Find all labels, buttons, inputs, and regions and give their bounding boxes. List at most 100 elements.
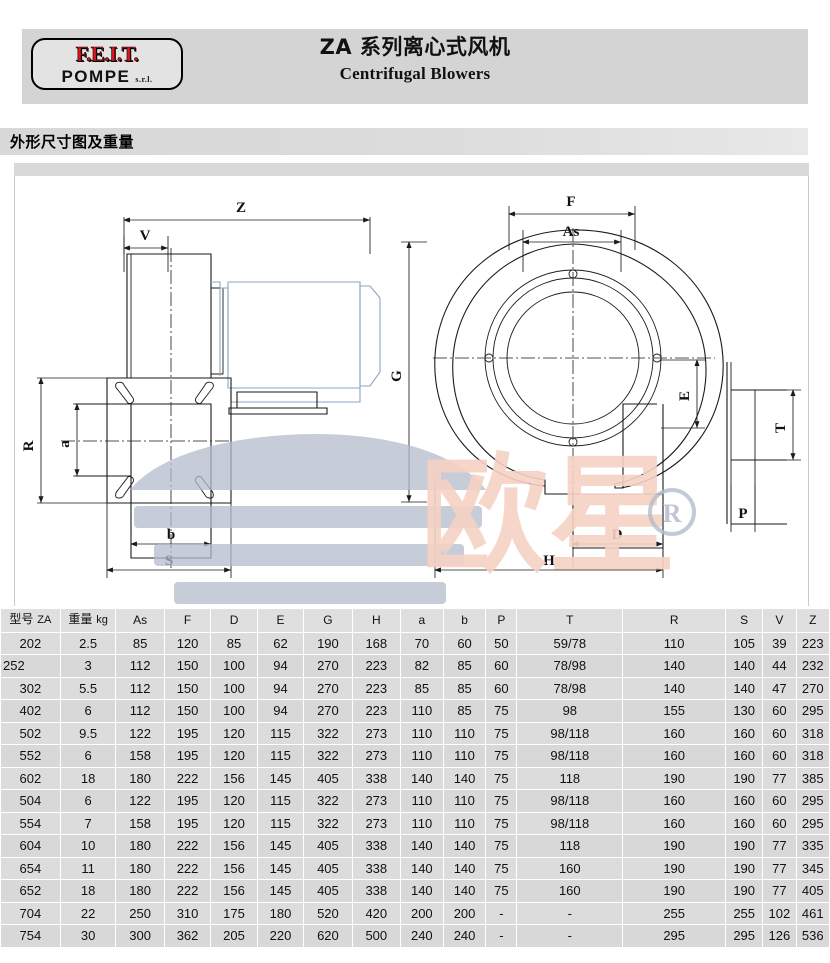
cell-v: 102: [762, 901, 797, 925]
col-header-as: As: [115, 608, 165, 633]
cell-p: 75: [485, 744, 518, 768]
dimension-e: E: [661, 359, 705, 429]
cell-model: 202: [0, 631, 61, 655]
cell-h: 223: [351, 676, 401, 700]
cell-e: 145: [256, 879, 305, 903]
cell-f: 362: [163, 924, 212, 948]
cell-g: 322: [303, 811, 353, 835]
cell-model: 652: [0, 879, 61, 903]
cell-r: 110: [622, 631, 727, 655]
cell-t: 160: [516, 856, 624, 880]
cell-v: 60: [762, 721, 797, 745]
cell-weight: 6: [59, 744, 117, 768]
cell-z: 461: [795, 901, 830, 925]
cell-g: 620: [303, 924, 353, 948]
cell-h: 338: [351, 856, 401, 880]
svg-text:E: E: [677, 391, 693, 401]
svg-text:V: V: [140, 228, 151, 244]
col-header-s: S: [725, 608, 764, 633]
cell-z: 536: [795, 924, 830, 948]
cell-a: 110: [399, 721, 444, 745]
cell-p: 75: [485, 789, 518, 813]
cell-g: 270: [303, 654, 353, 678]
cell-p: 60: [485, 654, 518, 678]
cell-z: 270: [795, 676, 830, 700]
cell-weight: 30: [59, 924, 117, 948]
cell-weight: 11: [59, 856, 117, 880]
cell-as: 180: [115, 834, 165, 858]
logo-pompe-text: POMPE: [61, 67, 131, 86]
cell-h: 273: [351, 744, 401, 768]
cell-g: 322: [303, 789, 353, 813]
cell-s: 160: [725, 721, 764, 745]
cell-h: 223: [351, 699, 401, 723]
cell-model: 302: [0, 676, 61, 700]
cell-a: 70: [399, 631, 444, 655]
cell-h: 338: [351, 879, 401, 903]
cell-h: 338: [351, 834, 401, 858]
cell-r: 255: [622, 901, 727, 925]
cell-t: -: [516, 924, 624, 948]
cell-g: 405: [303, 766, 353, 790]
title-chinese: ZA 系列离心式风机: [319, 35, 511, 59]
table-row: 202 2.5 85 120 85 62 190 168 70 60 50 59/78 110 105 39…: [0, 631, 830, 655]
cell-p: 75: [485, 699, 518, 723]
cell-weight: 18: [59, 766, 117, 790]
cell-t: 160: [516, 879, 624, 903]
cell-r: 190: [622, 856, 727, 880]
cell-b: 110: [442, 789, 487, 813]
dimension-table: 型号 ZA 重量 kg As F D E G H a b P T R S V Z…: [0, 608, 830, 948]
table-row: 502 9.5 122 195 120 115 322 273 110 110 75 98/118 16…: [0, 721, 830, 745]
cell-d: 120: [210, 789, 258, 813]
cell-b: 140: [442, 856, 487, 880]
cell-e: 62: [256, 631, 305, 655]
cell-d: 156: [210, 766, 258, 790]
col-header-g: G: [303, 608, 353, 633]
cell-weight: 3: [59, 654, 117, 678]
cell-e: 94: [256, 654, 305, 678]
dimension-r: R: [21, 377, 107, 504]
cell-v: 60: [762, 699, 797, 723]
table-row: 754 30 300 362 205 220 620 500 240 240- -295 295 126…: [0, 924, 830, 948]
cell-v: 77: [762, 766, 797, 790]
cell-e: 94: [256, 699, 305, 723]
cell-b: 140: [442, 834, 487, 858]
cell-model: 654: [0, 856, 61, 880]
cell-g: 270: [303, 699, 353, 723]
cell-as: 300: [115, 924, 165, 948]
cell-b: 240: [442, 924, 487, 948]
cell-f: 222: [163, 766, 212, 790]
cell-e: 115: [256, 721, 305, 745]
cell-d: 120: [210, 811, 258, 835]
cell-e: 94: [256, 676, 305, 700]
svg-text:a: a: [57, 440, 73, 448]
cell-v: 39: [762, 631, 797, 655]
cell-f: 195: [163, 811, 212, 835]
col-header-a: a: [399, 608, 444, 633]
col-header-e: E: [256, 608, 305, 633]
cell-s: 140: [725, 654, 764, 678]
cell-z: 295: [795, 699, 830, 723]
cell-p: 60: [485, 676, 518, 700]
cell-v: 60: [762, 744, 797, 768]
cell-z: 232: [795, 654, 830, 678]
cell-r: 155: [622, 699, 727, 723]
cell-z: 318: [795, 721, 830, 745]
cell-model: 552: [0, 744, 61, 768]
dimension-g: G: [389, 241, 427, 503]
cell-d: 85: [210, 631, 258, 655]
col-header-r: R: [622, 608, 727, 633]
drawing-top-band: [14, 163, 809, 176]
cell-weight: 18: [59, 879, 117, 903]
cell-d: 100: [210, 699, 258, 723]
dimension-drawing: .ln{stroke:#1a1a1a;stroke-width:1.1;fill…: [14, 176, 809, 606]
cell-v: 77: [762, 879, 797, 903]
cell-a: 140: [399, 834, 444, 858]
svg-text:F: F: [566, 194, 575, 210]
outlet-flange-view: [726, 362, 787, 525]
cell-d: 156: [210, 834, 258, 858]
svg-text:H: H: [543, 553, 555, 569]
cell-model: 504: [0, 789, 61, 813]
section-heading: 外形尺寸图及重量: [10, 133, 135, 151]
